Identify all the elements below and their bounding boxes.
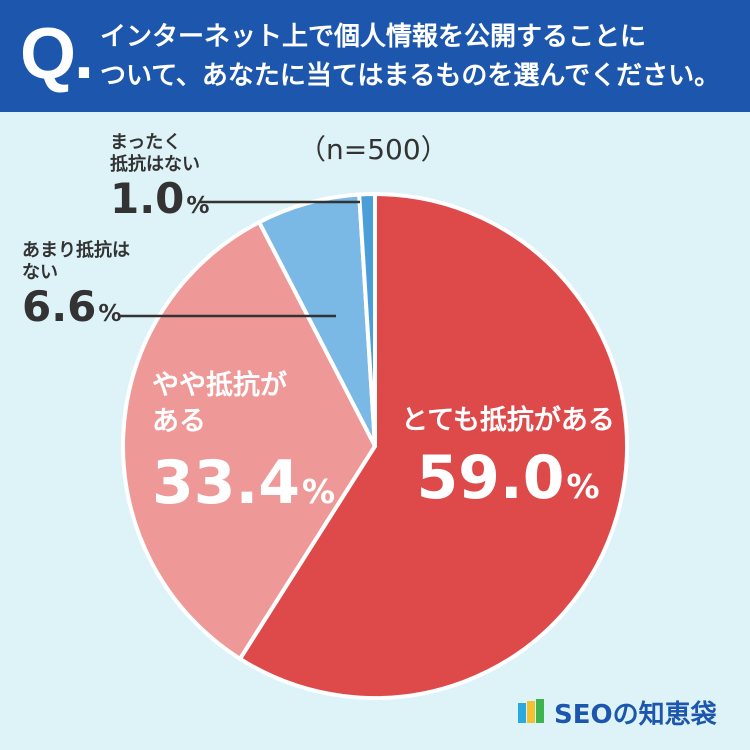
question-line-1: インターネット上で個人情報を公開することに bbox=[100, 22, 647, 52]
slice-value-very-resistant: 59.0% bbox=[393, 443, 623, 522]
unit-not-resistant: % bbox=[186, 193, 210, 219]
logo-bar-blue bbox=[518, 703, 526, 723]
logo-bar-yellow bbox=[527, 701, 535, 723]
unit-very-resistant: % bbox=[566, 467, 600, 506]
unit-not-very-resistant: % bbox=[98, 301, 122, 327]
sample-size-label: （n=500） bbox=[298, 133, 449, 166]
question-line-2: ついて、あなたに当てはまるものを選んでください。 bbox=[100, 61, 721, 91]
value-somewhat-resistant: 33.4 bbox=[152, 448, 301, 518]
logo-text: SEOの知恵袋 bbox=[554, 699, 717, 730]
value-not-resistant: 1.0 bbox=[110, 174, 185, 223]
slice-name-not-resistant-1: まったく bbox=[110, 132, 182, 153]
slice-very-resistant bbox=[237, 192, 629, 700]
question-mark: Q. bbox=[20, 14, 94, 94]
brand-logo: SEOの知恵袋 bbox=[516, 694, 717, 730]
slice-label-somewhat-resistant: やや抵抗が ある 33.4% bbox=[152, 368, 352, 527]
value-not-very-resistant: 6.6 bbox=[22, 282, 97, 331]
value-very-resistant: 59.0 bbox=[416, 443, 565, 513]
question-text: インターネット上で個人情報を公開することに ついて、あなたに当てはまるものを選ん… bbox=[100, 18, 740, 96]
slice-name-somewhat-resistant-2: ある bbox=[152, 406, 206, 437]
logo-icon bbox=[518, 699, 544, 723]
slice-name-not-very-resistant-1: あまり抵抗は bbox=[22, 240, 130, 261]
slice-label-very-resistant: とても抵抗がある 59.0% bbox=[393, 398, 623, 522]
slice-value-somewhat-resistant: 33.4% bbox=[152, 448, 352, 527]
slice-label-not-resistant: まったく 抵抗はない 1.0% bbox=[110, 132, 210, 229]
slice-name-very-resistant: とても抵抗がある bbox=[401, 405, 615, 436]
slice-name-somewhat-resistant-1: やや抵抗が bbox=[152, 370, 287, 401]
slice-value-not-resistant: 1.0% bbox=[110, 176, 210, 229]
slice-name-not-resistant-2: 抵抗はない bbox=[110, 154, 200, 175]
slice-label-not-very-resistant: あまり抵抗は ない 6.6% bbox=[22, 240, 130, 337]
unit-somewhat-resistant: % bbox=[302, 472, 336, 511]
slice-name-not-very-resistant-2: ない bbox=[22, 262, 58, 283]
question-header: Q. インターネット上で個人情報を公開することに ついて、あなたに当てはまるもの… bbox=[0, 0, 750, 112]
slice-not-resistant bbox=[357, 192, 377, 448]
logo-bar-green bbox=[536, 699, 544, 723]
slice-somewhat-resistant bbox=[121, 220, 377, 661]
slice-value-not-very-resistant: 6.6% bbox=[22, 284, 130, 337]
